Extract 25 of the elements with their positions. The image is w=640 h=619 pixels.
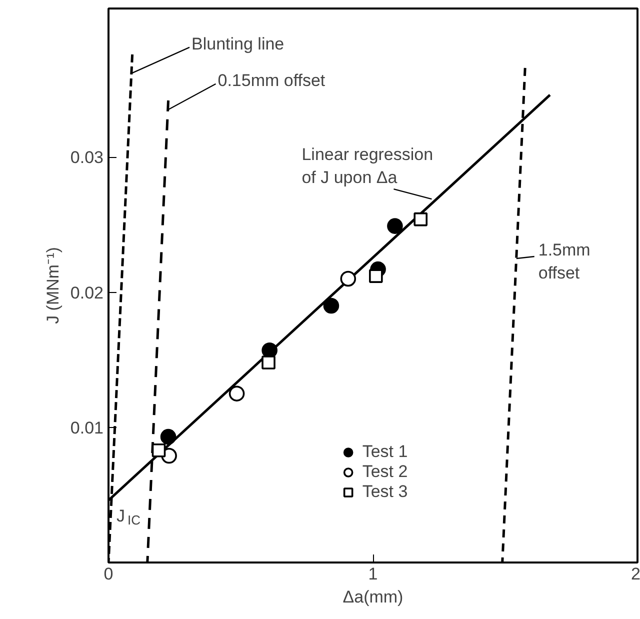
x-tick-label: 0 [104, 564, 114, 584]
annotation: 1.5mm offset [538, 240, 590, 282]
annotation: 0.15mm offset [218, 70, 326, 90]
point [262, 356, 276, 370]
annotation: Blunting line [192, 34, 284, 54]
legend-label: Test 3 [362, 482, 408, 502]
point [160, 428, 176, 445]
point [228, 386, 245, 402]
legend-label: Test 2 [362, 462, 408, 482]
point [387, 218, 403, 234]
annotation: Linear regression of J upon Δa [302, 145, 434, 188]
point [340, 270, 356, 287]
legend-label: Test 1 [362, 442, 408, 462]
y-axis-title: J (MNm⁻¹) [43, 247, 62, 324]
x-axis-title: Δa(mm) [342, 588, 404, 606]
x-tick-label: 1 [368, 564, 378, 584]
y-tick-label: 0.01 [70, 418, 104, 438]
y-tick-label: 0.03 [70, 148, 104, 168]
point [414, 212, 428, 226]
point [262, 342, 278, 358]
y-tick-label: 0.02 [70, 283, 104, 302]
x-tick-label: 2 [631, 564, 640, 584]
point [369, 269, 383, 283]
point [323, 298, 340, 314]
point [152, 443, 166, 458]
